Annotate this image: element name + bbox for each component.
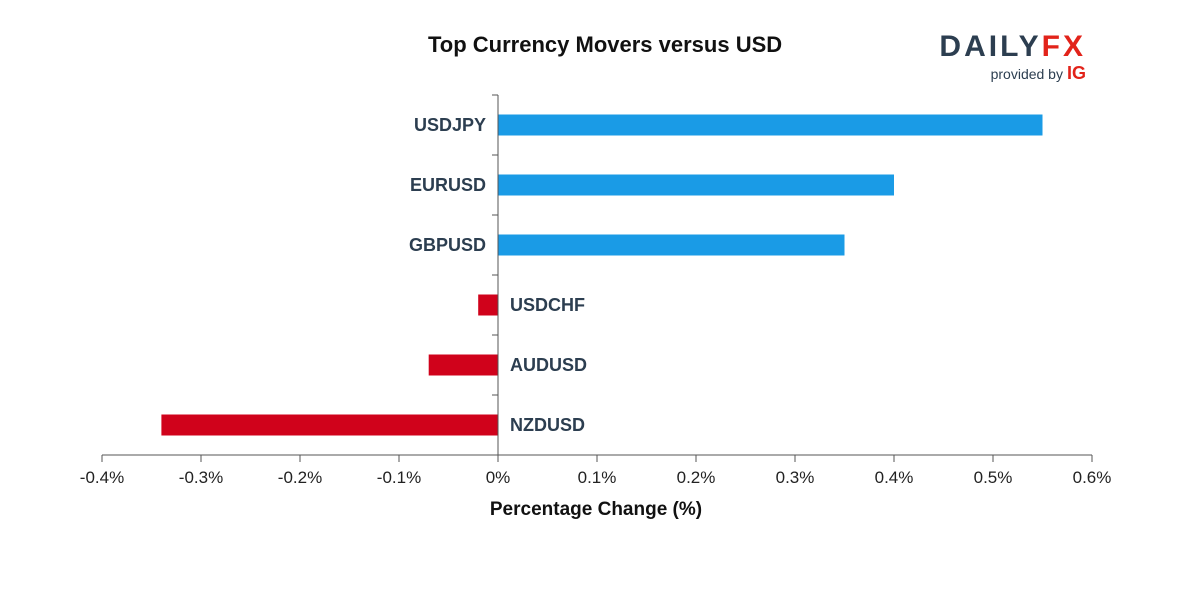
x-tick-label: 0% [486, 468, 511, 487]
chart-title: Top Currency Movers versus USD [428, 32, 783, 57]
axes-group [101, 94, 1093, 462]
provided-by-text: provided by IG [991, 63, 1086, 84]
x-tick-label: -0.4% [80, 468, 124, 487]
ig-logo: IG [1066, 63, 1086, 83]
bar-audusd[interactable] [428, 354, 498, 376]
x-tick-label: 0.2% [677, 468, 716, 487]
category-label: NZDUSD [510, 415, 585, 435]
category-label: USDJPY [414, 115, 486, 135]
category-label: EURUSD [410, 175, 486, 195]
labels-group: USDJPY EURUSD GBPUSD USDCHF AUDUSD NZDUSD -0.4… [80, 115, 1112, 487]
x-tick-label: 0.6% [1073, 468, 1112, 487]
x-tick-label: 0.1% [578, 468, 617, 487]
x-tick-label: 0.5% [974, 468, 1013, 487]
bar-usdjpy[interactable] [498, 114, 1043, 136]
bar-usdchf[interactable] [478, 294, 498, 316]
category-label: GBPUSD [409, 235, 486, 255]
bar-gbpusd[interactable] [498, 234, 845, 256]
x-tick-label: -0.3% [179, 468, 223, 487]
x-axis-title: Percentage Change (%) [490, 499, 702, 520]
x-tick-label: -0.2% [278, 468, 322, 487]
category-label: AUDUSD [510, 355, 587, 375]
provided-by-label: provided by [990, 66, 1063, 82]
x-tick-label: 0.3% [776, 468, 815, 487]
bar-nzdusd[interactable] [161, 414, 498, 436]
brand-fx: FX [1041, 30, 1086, 63]
dailyfx-logo[interactable]: DAILYFX provided by IG [930, 30, 1090, 86]
brand-wordmark: DAILYFX [939, 30, 1086, 64]
brand-daily: DAILY [939, 30, 1042, 63]
x-tick-label: 0.4% [875, 468, 914, 487]
x-tick-label: -0.1% [377, 468, 421, 487]
bars-group [161, 114, 1043, 436]
bar-eurusd[interactable] [498, 174, 894, 196]
category-label: USDCHF [510, 295, 585, 315]
